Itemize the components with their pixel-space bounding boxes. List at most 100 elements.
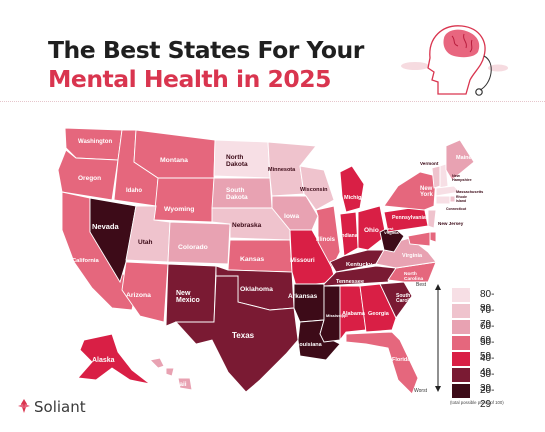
state-label-north-carolina: North Carolina <box>404 272 424 283</box>
state-south-carolina <box>379 281 413 319</box>
state-hawaii <box>165 367 175 377</box>
legend-label: 70-79 <box>480 305 495 330</box>
state-label-hawaii: Hawaii <box>166 381 187 388</box>
state-label-alabama: Alabama <box>342 311 365 317</box>
state-label-massachusetts: Massachusetts <box>456 190 484 194</box>
legend-swatch <box>452 288 470 302</box>
state-maine <box>445 139 475 181</box>
title-line-2: Mental Health in 2025 <box>48 65 331 93</box>
state-label-washington: Washington <box>78 139 113 145</box>
state-label-montana: Montana <box>160 157 188 164</box>
state-label-idaho: Idaho <box>126 188 142 194</box>
legend-label: 60-69 <box>480 321 495 346</box>
state-label-utah: Utah <box>138 239 153 246</box>
state-label-new-mexico: New Mexico <box>176 290 200 305</box>
state-label-louisiana: Louisiana <box>296 342 322 348</box>
state-label-nevada: Nevada <box>92 222 119 231</box>
state-label-wyoming: Wyoming <box>164 206 195 213</box>
legend-label: 50-59 <box>480 337 495 362</box>
divider <box>0 101 545 102</box>
state-oregon <box>57 149 119 201</box>
state-colorado <box>167 221 231 265</box>
state-label-maine: Maine <box>456 155 472 161</box>
state-label-indiana: Indiana <box>340 233 358 239</box>
state-label-iowa: Iowa <box>284 213 300 220</box>
state-alaska <box>77 333 151 385</box>
state-label-nebraska: Nebraska <box>232 222 262 229</box>
legend-label: 80-89 <box>480 289 495 314</box>
state-florida <box>345 331 419 395</box>
state-label-new-hampshire: New Hampshire <box>452 174 472 182</box>
legend-swatch <box>452 320 470 334</box>
state-label-oregon: Oregon <box>78 175 102 182</box>
state-rhode-island <box>449 195 456 203</box>
head-illustration <box>401 25 508 96</box>
cloud-left <box>401 62 429 70</box>
cloud-right <box>488 64 508 72</box>
state-label-new-jersey: New Jersey <box>438 221 464 226</box>
state-label-mississippi: Mississippi <box>326 313 348 318</box>
state-label-minnesota: Minnesota <box>268 167 296 173</box>
state-michigan <box>339 165 365 213</box>
state-wyoming <box>153 177 215 223</box>
state-label-colorado: Colorado <box>178 244 208 251</box>
state-alabama <box>339 285 367 342</box>
state-label-rhode-island: Rhode Island <box>456 195 467 203</box>
state-label-tennessee: Tennessee <box>336 279 365 285</box>
state-label-maryland: Maryland <box>434 244 455 249</box>
legend-swatch <box>452 368 470 382</box>
state-label-florida: Florida <box>392 357 411 363</box>
legend-note: (total possible points of 100) <box>450 400 504 405</box>
legend-label: 30-39 <box>480 369 495 394</box>
state-label-michigan: Michigan <box>344 195 368 201</box>
state-georgia <box>359 283 397 333</box>
state-maryland <box>407 231 431 247</box>
state-nevada <box>89 197 137 284</box>
legend-swatch <box>452 352 470 366</box>
state-label-pennsylvania: Pennsylvania <box>392 215 426 221</box>
state-label-arizona: Arizona <box>126 292 151 299</box>
state-label-california: California <box>72 258 99 264</box>
state-label-arkansas: Arkansas <box>288 293 318 300</box>
state-label-kansas: Kansas <box>240 256 265 263</box>
legend-swatch <box>452 304 470 318</box>
state-new-jersey <box>427 209 437 229</box>
state-label-ohio: Ohio <box>364 227 379 234</box>
state-label-south-dakota: South Dakota <box>226 187 248 201</box>
state-ohio <box>357 205 387 251</box>
state-label-texas: Texas <box>232 331 255 340</box>
state-arkansas <box>293 283 325 323</box>
brand-name: Soliant <box>34 398 86 416</box>
state-label-west-virginia: West Virginia <box>384 226 399 236</box>
state-label-alaska: Alaska <box>92 357 115 364</box>
legend-label: 40-49 <box>480 353 495 378</box>
legend-swatch <box>452 336 470 350</box>
state-label-new-york: New York <box>420 186 433 199</box>
state-arizona <box>121 261 169 323</box>
state-connecticut <box>435 195 451 205</box>
title-line-1: The Best States For Your <box>48 36 364 64</box>
state-delaware <box>429 231 437 243</box>
state-illinois <box>315 205 341 269</box>
legend-worst-label: Worst <box>414 388 427 394</box>
legend-label: 20-29 <box>480 385 495 410</box>
legend-swatch <box>452 384 470 398</box>
state-label-oklahoma: Oklahoma <box>240 286 273 293</box>
state-label-virginia: Virginia <box>402 253 423 259</box>
state-label-south-carolina: South Carolina <box>396 293 417 305</box>
state-label-wisconsin: Wisconsin <box>300 187 328 193</box>
state-north-carolina <box>387 261 437 283</box>
state-label-kentucky: Kentucky <box>346 262 373 268</box>
state-massachusetts <box>435 185 461 197</box>
state-label-connecticut: Connecticut <box>446 207 467 211</box>
state-label-vermont: Vermont <box>420 161 439 166</box>
state-hawaii <box>177 377 193 391</box>
legend-best-label: Best <box>416 282 427 288</box>
state-hawaii <box>149 357 165 369</box>
soliant-logo-icon <box>18 399 30 413</box>
state-label-georgia: Georgia <box>368 311 389 317</box>
state-label-north-dakota: North Dakota <box>226 154 248 168</box>
stethoscope-icon <box>479 55 492 91</box>
state-label-missouri: Missouri <box>290 258 315 264</box>
